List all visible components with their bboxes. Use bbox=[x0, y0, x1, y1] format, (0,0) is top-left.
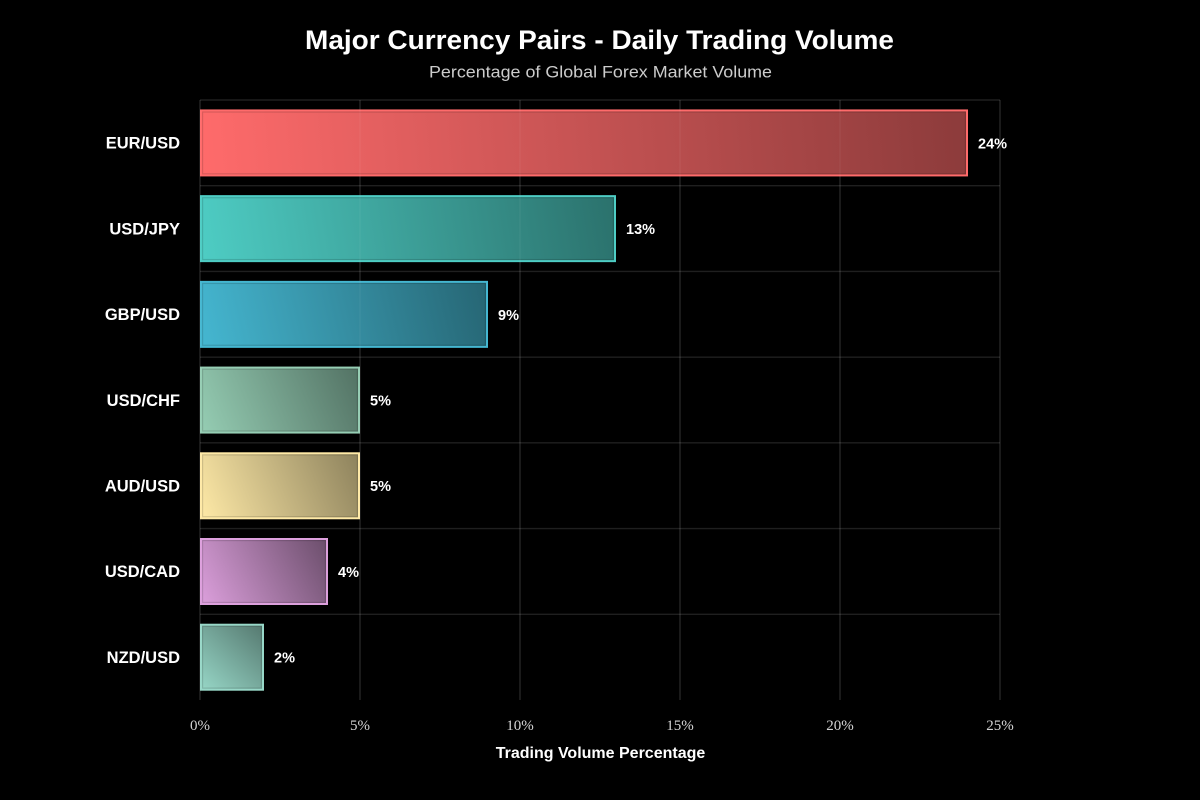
svg-text:Major Currency Pairs - Daily T: Major Currency Pairs - Daily Trading Vol… bbox=[305, 25, 894, 55]
svg-text:25%: 25% bbox=[986, 718, 1014, 734]
svg-text:NZD/USD: NZD/USD bbox=[107, 649, 180, 667]
svg-text:EUR/USD: EUR/USD bbox=[106, 135, 180, 153]
svg-text:24%: 24% bbox=[978, 136, 1007, 152]
svg-text:13%: 13% bbox=[626, 222, 655, 238]
svg-text:USD/CHF: USD/CHF bbox=[107, 392, 180, 410]
svg-text:GBP/USD: GBP/USD bbox=[105, 306, 180, 324]
svg-text:Trading Volume Percentage: Trading Volume Percentage bbox=[496, 745, 706, 762]
svg-text:USD/CAD: USD/CAD bbox=[105, 563, 180, 581]
svg-text:15%: 15% bbox=[666, 718, 694, 734]
svg-text:4%: 4% bbox=[338, 565, 359, 581]
svg-text:2%: 2% bbox=[274, 651, 295, 667]
svg-text:Percentage of Global Forex Mar: Percentage of Global Forex Market Volume bbox=[429, 64, 772, 82]
svg-text:5%: 5% bbox=[350, 718, 370, 734]
svg-text:10%: 10% bbox=[506, 718, 534, 734]
svg-text:0%: 0% bbox=[190, 718, 210, 734]
svg-text:9%: 9% bbox=[498, 308, 519, 324]
svg-text:20%: 20% bbox=[826, 718, 854, 734]
svg-text:5%: 5% bbox=[370, 479, 391, 495]
svg-text:AUD/USD: AUD/USD bbox=[105, 478, 180, 496]
svg-text:5%: 5% bbox=[370, 394, 391, 410]
svg-text:USD/JPY: USD/JPY bbox=[109, 220, 180, 238]
